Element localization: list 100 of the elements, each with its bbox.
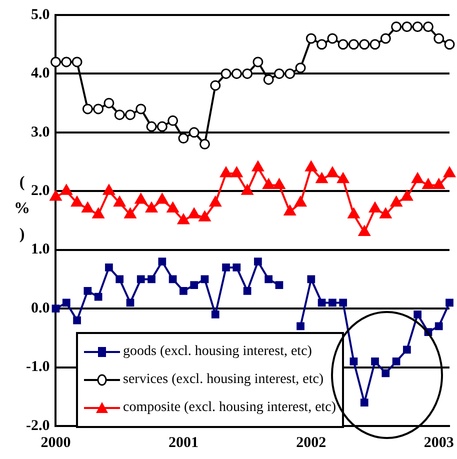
point xyxy=(124,110,136,120)
point xyxy=(434,33,444,44)
point xyxy=(446,298,454,307)
x-tick-label: 2003 xyxy=(424,434,454,451)
point xyxy=(360,398,368,406)
point xyxy=(116,275,124,284)
point xyxy=(168,275,177,284)
point xyxy=(337,172,350,184)
legend-label: goods (excl. housing interest, etc) xyxy=(123,343,312,361)
point xyxy=(284,68,296,79)
point xyxy=(382,369,390,378)
point xyxy=(296,322,304,330)
point xyxy=(316,172,328,184)
point xyxy=(146,202,158,213)
point xyxy=(114,110,125,120)
point xyxy=(348,208,360,218)
point xyxy=(403,346,411,354)
y-tick-label: 5.0 xyxy=(30,6,50,23)
point xyxy=(316,39,328,50)
point xyxy=(220,68,232,79)
point xyxy=(136,275,145,284)
point xyxy=(307,275,316,284)
point xyxy=(359,39,370,50)
point xyxy=(444,166,456,178)
point xyxy=(358,225,370,236)
y-tick-label: -1.0 xyxy=(26,359,50,376)
point xyxy=(52,304,60,313)
point xyxy=(241,184,254,195)
y-axis-title: (%) xyxy=(14,173,30,245)
y-tick-label: 0.0 xyxy=(30,300,50,316)
point xyxy=(126,298,134,307)
point xyxy=(156,193,168,204)
x-tick-label: 2001 xyxy=(168,434,198,451)
legend-label: services (excl. housing interest, etc) xyxy=(123,371,324,389)
x-tick-label: 2000 xyxy=(40,434,71,451)
legend-label: composite (excl. housing interest, etc) xyxy=(123,399,336,417)
point xyxy=(84,287,92,295)
point xyxy=(199,138,210,150)
point xyxy=(82,202,94,213)
point xyxy=(422,178,434,190)
point xyxy=(242,68,253,79)
point xyxy=(71,196,83,207)
point xyxy=(114,196,126,207)
point xyxy=(370,39,380,50)
point xyxy=(422,21,434,32)
point xyxy=(264,275,273,284)
point xyxy=(210,80,221,91)
point xyxy=(200,275,209,284)
point xyxy=(390,196,402,207)
point xyxy=(348,39,359,50)
point xyxy=(62,298,70,307)
point xyxy=(72,56,82,68)
point xyxy=(92,208,104,218)
point xyxy=(209,196,222,207)
point xyxy=(326,166,338,178)
point xyxy=(178,214,190,224)
point xyxy=(284,204,296,216)
point xyxy=(252,56,264,68)
point xyxy=(305,160,318,172)
point xyxy=(134,193,147,204)
point xyxy=(232,264,241,272)
point xyxy=(369,202,381,213)
point xyxy=(222,264,230,272)
point xyxy=(178,133,189,144)
point xyxy=(380,208,392,218)
point xyxy=(275,281,284,290)
point xyxy=(444,39,455,50)
point xyxy=(318,298,326,307)
point xyxy=(124,208,136,218)
point xyxy=(412,172,424,184)
point xyxy=(220,166,232,178)
point xyxy=(104,98,114,108)
point xyxy=(294,196,306,207)
point xyxy=(328,298,336,307)
y-tick-label: -2.0 xyxy=(26,418,50,434)
point xyxy=(371,357,379,366)
point xyxy=(105,264,113,272)
point xyxy=(339,298,348,307)
point xyxy=(295,62,306,74)
point xyxy=(262,178,275,190)
point xyxy=(61,56,72,68)
y-tick-label: 1.0 xyxy=(30,242,50,258)
point xyxy=(380,33,391,44)
point xyxy=(273,178,286,190)
point xyxy=(254,258,262,266)
point xyxy=(50,56,61,68)
y-tick-label: 3.0 xyxy=(30,124,50,140)
point xyxy=(188,127,200,138)
x-tick-label: 2002 xyxy=(296,434,326,451)
point xyxy=(243,287,252,295)
point xyxy=(338,39,348,50)
point xyxy=(93,104,104,114)
point xyxy=(50,190,62,201)
point xyxy=(190,281,198,290)
point xyxy=(60,184,72,195)
point xyxy=(230,166,243,178)
point xyxy=(414,310,422,318)
point xyxy=(136,104,146,114)
point xyxy=(274,68,284,79)
point xyxy=(146,121,157,132)
